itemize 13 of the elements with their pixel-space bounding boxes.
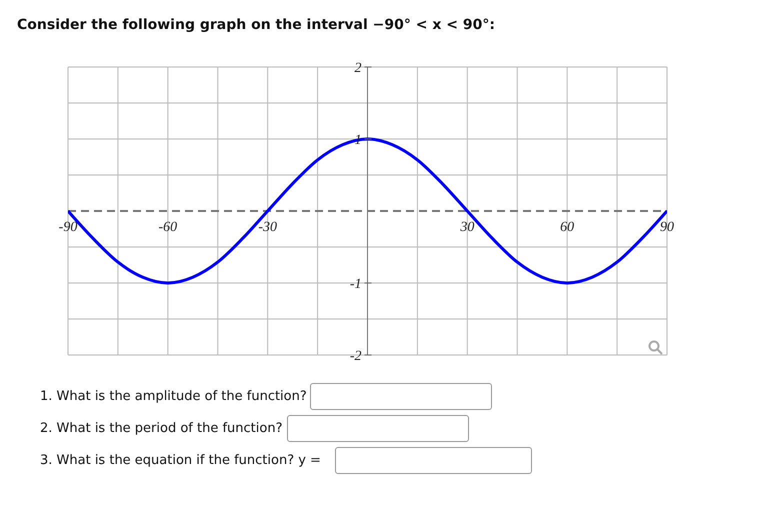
y-tick-label: 2 [354, 61, 362, 76]
y-tick-label: -2 [350, 349, 362, 364]
x-tick-label: 90 [660, 220, 674, 235]
x-tick-label: 60 [560, 220, 574, 235]
text: 3. What is the equation if the function? y = [40, 453, 321, 468]
x-tick-label: -90 [58, 220, 78, 235]
text: 2. What is the period of the function? [40, 421, 282, 436]
x-tick-label: -60 [158, 220, 178, 235]
x-tick-label: 30 [459, 220, 474, 235]
chart-title: Consider the following graph on the interval −90° < x < 90°: [17, 17, 495, 33]
x-tick-label: -30 [258, 220, 278, 235]
text: 1. What is the amplitude of the function? [40, 389, 307, 404]
y-tick-label: -1 [350, 277, 362, 292]
